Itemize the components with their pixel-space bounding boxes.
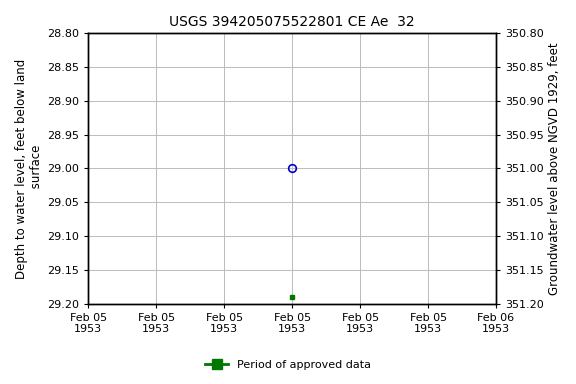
Y-axis label: Groundwater level above NGVD 1929, feet: Groundwater level above NGVD 1929, feet bbox=[548, 42, 561, 295]
Legend: Period of approved data: Period of approved data bbox=[201, 356, 375, 375]
Y-axis label: Depth to water level, feet below land
 surface: Depth to water level, feet below land su… bbox=[15, 58, 43, 278]
Title: USGS 394205075522801 CE Ae  32: USGS 394205075522801 CE Ae 32 bbox=[169, 15, 415, 29]
